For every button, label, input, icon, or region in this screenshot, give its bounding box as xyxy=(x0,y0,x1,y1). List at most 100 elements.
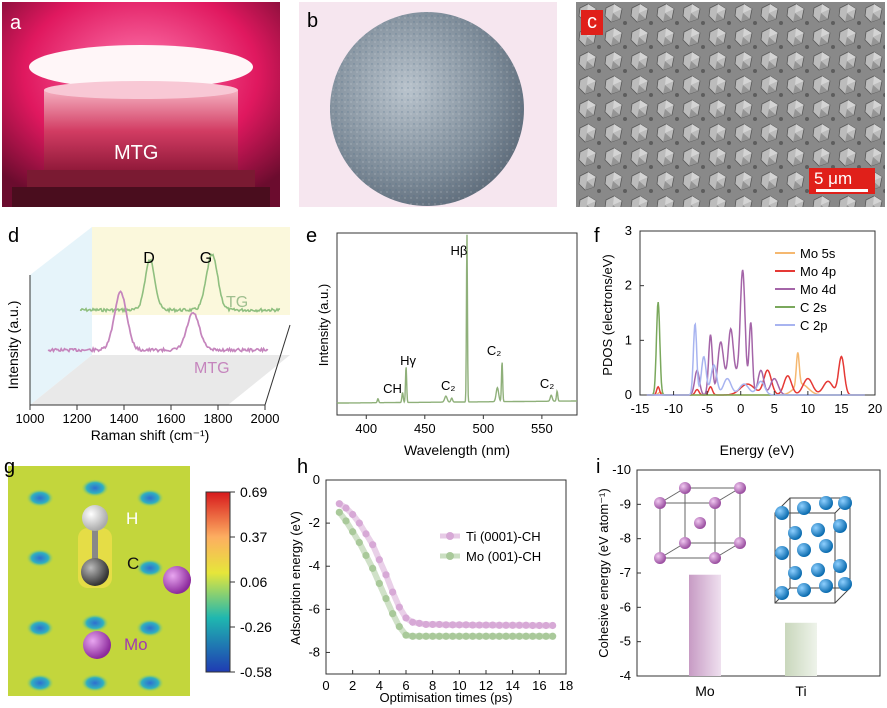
legend-label: C 2p xyxy=(800,318,827,333)
peak-annotation: CH xyxy=(383,381,402,396)
peak-annotation: C₂ xyxy=(487,343,501,358)
y-tick-label: 2 xyxy=(625,278,632,293)
data-point xyxy=(522,621,530,629)
charge-depletion-region xyxy=(26,489,54,507)
x-tick-label: 2 xyxy=(349,678,356,693)
data-point xyxy=(549,621,557,630)
data-point xyxy=(409,632,417,640)
ti-atom xyxy=(775,586,789,600)
x-tick-label: 1400 xyxy=(110,411,139,426)
x-tick-label: 6 xyxy=(402,678,409,693)
data-point xyxy=(515,632,523,640)
data-point xyxy=(475,621,483,629)
panel-g-charge-map: H C Mo 0.69 0.37 0.06 -0.26 -0.58 g xyxy=(0,456,300,708)
y-tick-label: -6 xyxy=(619,599,631,614)
series-mtg-line xyxy=(47,290,269,354)
charge-depletion-region xyxy=(81,674,109,692)
pdos-series-line xyxy=(646,322,865,396)
ti-atom xyxy=(819,579,833,593)
data-point xyxy=(402,631,410,639)
cohesive-energy-chart: -10 -9 -8 -7 -6 -5 -4 Mo Ti Cohesive energy (eV… xyxy=(596,462,881,699)
x-tick-label: 0 xyxy=(737,401,744,416)
panel-letter: d xyxy=(8,225,20,247)
x-tick-label: 4 xyxy=(376,678,383,693)
panel-letter: c xyxy=(581,10,603,35)
data-point xyxy=(509,632,517,640)
data-point xyxy=(375,556,383,564)
y-tick-label: -8 xyxy=(308,644,320,659)
data-point xyxy=(489,632,497,640)
legend-label: C 2s xyxy=(800,300,827,315)
data-point xyxy=(369,564,377,572)
legend-label: Mo 4p xyxy=(800,264,836,279)
ti-atom xyxy=(797,501,811,515)
x-axis-label: Wavelength (nm) xyxy=(404,442,510,458)
y-axis-label: Cohesive energy (eV atom⁻¹) xyxy=(596,488,611,657)
legend-marker xyxy=(446,552,454,560)
data-point xyxy=(382,594,390,603)
carbon-atom xyxy=(81,558,109,586)
x-tick-label: 15 xyxy=(834,401,848,416)
data-point xyxy=(495,632,503,640)
data-point xyxy=(469,621,477,629)
ti-atom xyxy=(811,563,825,577)
ti-atom xyxy=(833,559,847,573)
data-point xyxy=(335,508,343,516)
data-point xyxy=(389,588,397,596)
legend-label: Ti (0001)-CH xyxy=(466,529,541,544)
x-tick-label: 14 xyxy=(505,678,519,693)
panel-letter: e xyxy=(306,225,318,247)
charge-depletion-region xyxy=(26,619,54,637)
data-point xyxy=(542,632,550,640)
panel-h-adsorption-chart: 0 2 4 6 8 10 12 14 16 18 0 -2 -4 -6 -8 Ti (0001)-CH Mo … xyxy=(290,456,590,708)
data-point xyxy=(422,620,430,629)
y-tick-label: 3 xyxy=(625,225,632,238)
x-tick-label: 10 xyxy=(801,401,815,416)
data-point xyxy=(415,632,423,640)
y-tick-label: -6 xyxy=(308,601,320,616)
data-point xyxy=(529,632,537,640)
adsorption-chart: 0 2 4 6 8 10 12 14 16 18 0 -2 -4 -6 -8 Ti (0001)-CH Mo … xyxy=(290,472,573,705)
y-axis-label: Adsorption energy (eV) xyxy=(290,511,303,645)
ti-atom xyxy=(788,526,802,540)
panel-letter: h xyxy=(297,456,309,478)
charge-depletion-region xyxy=(136,559,164,577)
x-tick-label: 1200 xyxy=(63,411,92,426)
panel-f-pdos-chart: -15 -10 -5 0 5 10 15 20 0 1 2 3 Mo 5s Mo 4p Mo 4d C 2s… xyxy=(590,225,887,465)
ti-atom xyxy=(819,496,833,510)
colorbar-tick-label: -0.58 xyxy=(240,664,272,680)
y-tick-label: -8 xyxy=(619,531,631,546)
molybdenum-atom xyxy=(83,631,111,659)
y-tick-label: -5 xyxy=(619,634,631,649)
data-point xyxy=(415,619,423,627)
charge-depletion-region xyxy=(136,489,164,507)
data-point xyxy=(395,622,403,631)
x-tick-label: 5 xyxy=(771,401,778,416)
x-axis-label: Optimisation times (ps) xyxy=(380,690,513,705)
data-point xyxy=(375,579,383,588)
charge-density-map: H C Mo 0.69 0.37 0.06 -0.26 -0.58 xyxy=(8,466,272,696)
charge-depletion-region xyxy=(26,549,54,567)
x-category-label: Ti xyxy=(795,683,806,699)
mo-atom xyxy=(654,552,666,564)
ti-atom xyxy=(833,519,847,533)
peak-annotation: C₂ xyxy=(441,378,455,393)
data-point xyxy=(342,517,350,525)
data-point xyxy=(455,621,463,629)
data-point xyxy=(535,632,543,640)
data-point xyxy=(482,632,490,640)
data-point xyxy=(349,528,357,536)
charge-depletion-region xyxy=(81,479,109,497)
data-point xyxy=(502,621,510,629)
bar-ti xyxy=(785,622,817,676)
furnace-photo xyxy=(2,2,280,207)
panel-letter: i xyxy=(596,456,601,478)
x-tick-label: -5 xyxy=(701,401,713,416)
data-point xyxy=(442,632,450,640)
series-label-tg: TG xyxy=(226,294,248,311)
y-tick-label: -2 xyxy=(308,515,320,530)
data-point xyxy=(355,538,363,547)
panel-e-oes-chart: 400 450 500 550 CH Hγ C₂ Hβ C₂ C₂ Wavelength (nm… xyxy=(300,225,590,465)
oes-spectrum-line xyxy=(336,234,577,404)
x-tick-label: 18 xyxy=(559,678,573,693)
